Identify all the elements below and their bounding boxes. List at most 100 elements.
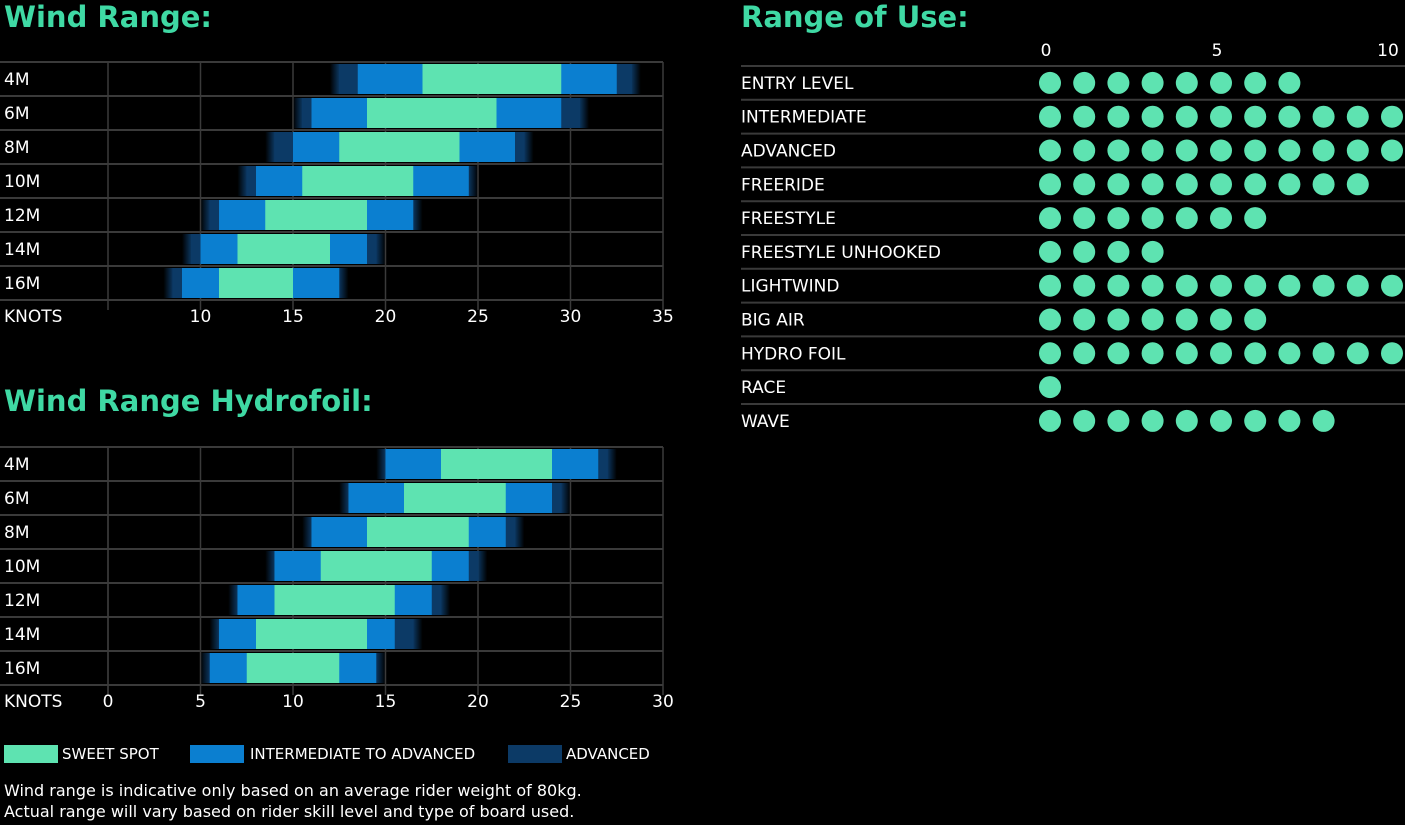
rating-dot-lightwind <box>1141 274 1164 297</box>
x-tick-label: 10 <box>190 307 212 327</box>
bar-sweet-spot-10m <box>320 551 432 581</box>
use-label-wave: WAVE <box>741 412 790 432</box>
rating-dot-advanced <box>1278 139 1301 162</box>
rating-dot-lightwind <box>1073 274 1096 297</box>
bar-sweet-spot-6m <box>367 98 497 128</box>
bar-advanced-fade-4m <box>606 449 617 479</box>
bar-sweet-spot-8m <box>339 132 460 162</box>
row-label-10m: 10M <box>4 557 40 577</box>
bar-advanced-fade-10m <box>265 551 276 581</box>
rating-dot-wave <box>1210 409 1232 432</box>
legend-label-sweet-spot: SWEET SPOT <box>62 745 159 763</box>
use-label-freestyle-unhooked: FREESTYLE UNHOOKED <box>741 243 941 263</box>
bar-advanced-fade-6m <box>339 483 350 513</box>
rating-dot-hydro-foil <box>1312 342 1335 365</box>
bar-sweet-spot-16m <box>219 268 293 298</box>
rating-dot-freestyle <box>1141 207 1164 230</box>
rating-dot-freestyle <box>1039 207 1061 230</box>
x-tick-label: 10 <box>282 692 304 712</box>
legend-label-advanced: ADVANCED <box>566 745 650 763</box>
rating-dot-intermediate <box>1210 105 1232 128</box>
bar-sweet-spot-14m <box>256 619 367 649</box>
bar-advanced-fade-4m <box>376 449 387 479</box>
rating-dot-lightwind <box>1244 274 1267 297</box>
bar-advanced-fade-16m <box>375 653 386 683</box>
use-label-advanced: ADVANCED <box>741 142 836 162</box>
rating-dot-big-air <box>1244 308 1267 331</box>
rating-dot-big-air <box>1073 308 1096 331</box>
wind-range-hydrofoil-title: Wind Range Hydrofoil: <box>4 384 373 418</box>
row-label-10m: 10M <box>4 172 40 192</box>
x-tick-label: 0 <box>103 692 114 712</box>
legend-swatch-intermediate <box>190 745 244 763</box>
bar-advanced-fade-10m <box>468 166 478 196</box>
x-axis-label: KNOTS <box>4 307 62 327</box>
bar-sweet-spot-16m <box>246 653 340 683</box>
x-tick-label: 35 <box>652 307 674 327</box>
rating-dot-advanced <box>1039 139 1061 162</box>
bar-sweet-spot-12m <box>274 585 395 615</box>
rating-dot-lightwind <box>1175 274 1198 297</box>
rating-dot-entry-level <box>1107 71 1130 94</box>
rating-dot-wave <box>1107 409 1130 432</box>
disclaimer-line-1: Wind range is indicative only based on a… <box>4 781 582 800</box>
rating-dot-freestyle-unhooked <box>1107 240 1130 263</box>
rating-dot-freeride <box>1141 173 1164 196</box>
rating-dot-big-air <box>1141 308 1164 331</box>
rating-dot-wave <box>1312 409 1335 432</box>
bar-sweet-spot-8m <box>367 517 469 547</box>
rating-dot-intermediate <box>1039 105 1061 128</box>
rating-dot-big-air <box>1175 308 1198 331</box>
rating-dot-freestyle-unhooked <box>1141 240 1164 263</box>
rating-dot-hydro-foil <box>1039 342 1061 365</box>
rating-dot-intermediate <box>1107 105 1130 128</box>
rating-dot-intermediate <box>1312 105 1335 128</box>
rating-dot-entry-level <box>1039 71 1061 94</box>
bar-advanced-fade-8m <box>514 517 525 547</box>
rating-dot-entry-level <box>1278 71 1301 94</box>
rating-dot-freeride <box>1107 173 1130 196</box>
rating-dot-freeride <box>1210 173 1232 196</box>
bar-advanced-fade-14m <box>209 619 220 649</box>
bar-sweet-spot-10m <box>302 166 414 196</box>
bar-advanced-fade-10m <box>477 551 488 581</box>
range-of-use-title: Range of Use: <box>741 0 969 34</box>
rating-dot-freeride <box>1175 173 1198 196</box>
row-label-4m: 4M <box>4 70 29 90</box>
bar-advanced-fade-16m <box>163 268 174 298</box>
use-label-lightwind: LIGHTWIND <box>741 277 839 297</box>
rating-dot-big-air <box>1107 308 1130 331</box>
bar-advanced-fade-6m <box>293 98 303 128</box>
bar-advanced-fade-4m <box>330 64 340 94</box>
rating-dot-intermediate <box>1141 105 1164 128</box>
rating-dot-freeride <box>1346 173 1369 196</box>
rating-dot-entry-level <box>1141 71 1164 94</box>
rating-dot-freestyle <box>1107 207 1130 230</box>
bar-advanced-fade-12m <box>412 200 423 230</box>
row-label-4m: 4M <box>4 455 29 475</box>
rating-dot-advanced <box>1073 139 1096 162</box>
rating-dot-freestyle <box>1175 207 1198 230</box>
rating-dot-wave <box>1244 409 1267 432</box>
bar-advanced-fade-16m <box>200 653 211 683</box>
rating-dot-freestyle <box>1244 207 1267 230</box>
rating-dot-intermediate <box>1278 105 1301 128</box>
rating-dot-hydro-foil <box>1175 342 1198 365</box>
row-label-16m: 16M <box>4 274 40 294</box>
rating-dot-advanced <box>1346 139 1369 162</box>
use-label-big-air: BIG AIR <box>741 311 805 331</box>
rating-dot-advanced <box>1312 139 1335 162</box>
rating-dot-big-air <box>1210 308 1232 331</box>
row-label-8m: 8M <box>4 523 29 543</box>
rating-dot-hydro-foil <box>1278 342 1301 365</box>
use-label-race: RACE <box>741 378 786 398</box>
bar-advanced-fade-12m <box>228 585 239 615</box>
bar-advanced-fade-14m <box>375 234 386 264</box>
use-label-entry-level: ENTRY LEVEL <box>741 74 854 94</box>
x-tick-label: 30 <box>560 307 582 327</box>
rating-dot-advanced <box>1107 139 1130 162</box>
rating-dot-hydro-foil <box>1244 342 1267 365</box>
rating-dot-wave <box>1278 409 1301 432</box>
rating-dot-hydro-foil <box>1141 342 1164 365</box>
rating-dot-wave <box>1175 409 1198 432</box>
